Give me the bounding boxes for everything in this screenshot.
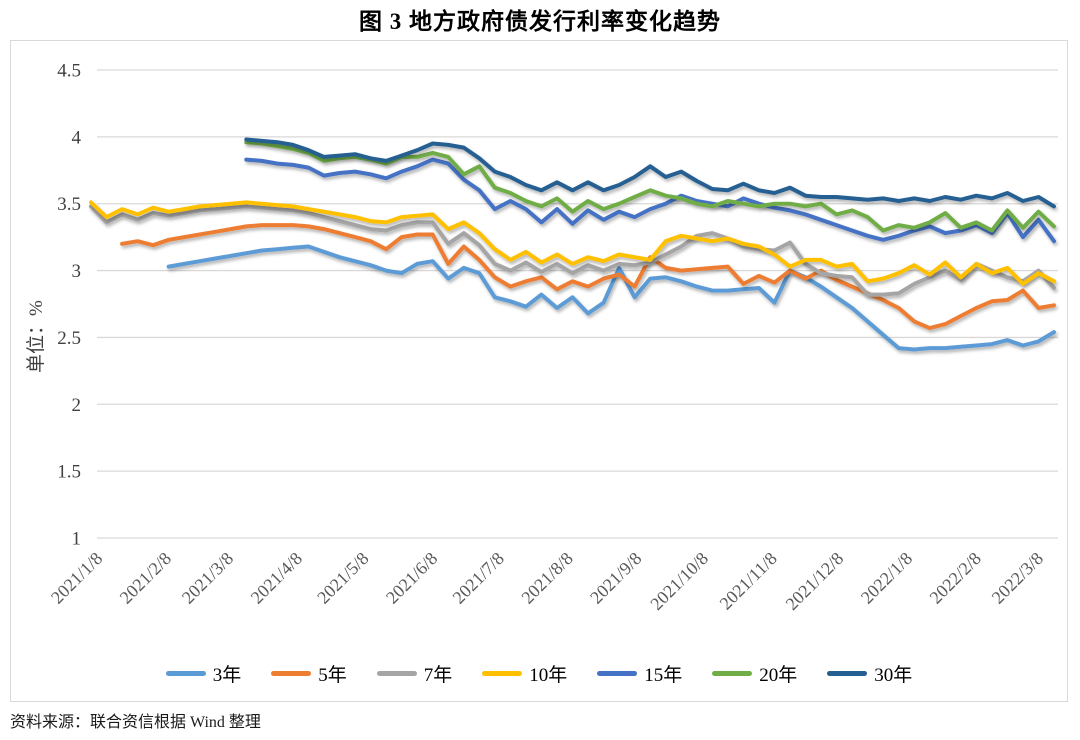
x-tick-label: 2021/1/8 [47, 548, 106, 607]
y-tick-label: 2.5 [57, 328, 81, 349]
chart-frame: 4.5 4 3.5 3 2.5 2 1.5 1 2021/1/8 2021/2/8 2021/3/8… [10, 40, 1068, 702]
x-tick-label: 2022/2/8 [926, 548, 985, 607]
x-tick-label: 2021/5/8 [313, 548, 372, 607]
legend-swatch-7y [376, 671, 417, 676]
legend-label-30y: 30年 [874, 665, 913, 686]
y-axis-tick-labels: 4.5 4 3.5 3 2.5 2 1.5 1 [57, 61, 81, 550]
x-tick-label: 2022/3/8 [988, 548, 1047, 607]
legend-item-3y: 3年 [165, 660, 242, 687]
legend-swatch-10y [482, 671, 523, 676]
legend-swatch-15y [597, 671, 638, 676]
series-line-7y [89, 204, 1056, 297]
x-axis-tick-labels: 2021/1/8 2021/2/8 2021/3/8 2021/4/8 2021/5/8… [47, 548, 1047, 614]
legend-swatch-30y [827, 671, 868, 676]
x-tick-label: 2021/6/8 [382, 548, 441, 607]
series-line-10y [89, 200, 1056, 286]
legend-label-20y: 20年 [759, 665, 798, 686]
legend-label-10y: 10年 [529, 665, 568, 686]
y-tick-label: 4.5 [57, 61, 81, 82]
legend-swatch-3y [165, 671, 206, 676]
x-tick-label: 2022/1/8 [857, 548, 916, 607]
series-line-15y [244, 157, 1056, 244]
y-axis-title: 单位：% [26, 300, 47, 373]
chart-title: 图 3 地方政府债发行利率变化趋势 [359, 9, 721, 34]
x-tick-label: 2021/7/8 [449, 548, 508, 607]
legend-item-5y: 5年 [271, 660, 347, 687]
x-tick-label: 2021/12/8 [782, 548, 848, 614]
y-tick-label: 3.5 [57, 194, 81, 215]
x-tick-label: 2021/3/8 [178, 548, 237, 607]
legend-label-7y: 7年 [423, 665, 453, 686]
legend-item-20y: 20年 [712, 660, 797, 687]
legend-label-15y: 15年 [644, 665, 683, 686]
series-line-5y [120, 223, 1056, 331]
x-tick-label: 2021/9/8 [586, 548, 645, 607]
x-tick-label: 2021/2/8 [116, 548, 175, 607]
chart-legend: 3年 5年 7年 10年 15年 20年 30年 [11, 660, 1067, 687]
y-tick-label: 3 [72, 261, 82, 282]
legend-item-15y: 15年 [597, 660, 682, 687]
series-line-20y [244, 140, 1056, 233]
legend-label-3y: 3年 [212, 665, 242, 686]
y-tick-label: 1.5 [57, 462, 81, 483]
legend-item-7y: 7年 [376, 660, 453, 687]
x-tick-label: 2021/4/8 [247, 548, 306, 607]
series-line-3y [166, 244, 1056, 352]
legend-swatch-20y [712, 671, 753, 676]
x-tick-label: 2021/8/8 [517, 548, 576, 607]
legend-swatch-5y [271, 671, 312, 676]
legend-item-10y: 10年 [482, 660, 567, 687]
y-tick-label: 1 [72, 528, 82, 549]
x-tick-label: 2021/10/8 [646, 548, 712, 614]
legend-label-5y: 5年 [318, 665, 347, 686]
x-tick-label: 2021/11/8 [716, 548, 781, 613]
y-tick-label: 4 [72, 127, 82, 148]
series-line-30y [244, 137, 1056, 209]
legend-item-30y: 30年 [827, 660, 912, 687]
y-tick-label: 2 [72, 395, 82, 416]
source-note: 资料来源：联合资信根据 Wind 整理 [10, 714, 261, 731]
